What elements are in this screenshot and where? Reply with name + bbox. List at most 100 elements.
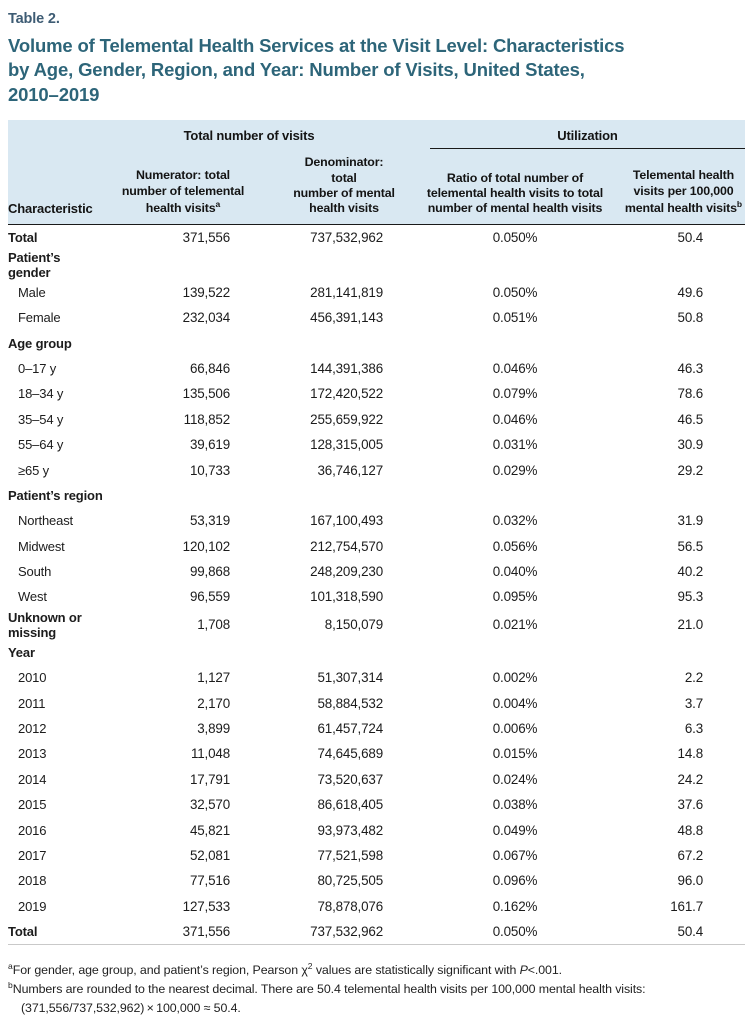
cell-ratio: [395, 330, 610, 355]
table-row: 2011 2,170 58,884,532 0.004% 3.7: [8, 690, 745, 715]
cell-characteristic: 2018: [18, 873, 47, 889]
cell-numerator: 3,899: [197, 721, 230, 737]
footnote-marker: b: [8, 980, 13, 991]
column-header-characteristic: Characteristic: [8, 149, 103, 225]
footnotes: aFor gender, age group, and patient’s re…: [8, 960, 745, 1017]
cell-denominator: 58,884,532: [317, 695, 383, 711]
cell-denominator: 212,754,570: [310, 538, 383, 554]
cell-denominator: 737,532,962: [310, 229, 383, 245]
cell-numerator: 371,556: [182, 229, 231, 245]
cell-numerator: 10,733: [189, 462, 230, 478]
cell-ratio: 0.050%: [492, 923, 538, 939]
cell-denominator: [263, 640, 395, 665]
table-row: Northeast 53,319 167,100,493 0.032% 31.9: [8, 508, 745, 533]
cell-ratio: 0.050%: [492, 284, 538, 300]
cell-denominator: 737,532,962: [310, 923, 383, 939]
cell-denominator: 93,973,482: [317, 822, 383, 838]
cell-denominator: 86,618,405: [317, 797, 383, 813]
cell-rate: 96.0: [677, 873, 704, 889]
cell-ratio: 0.015%: [492, 746, 538, 762]
cell-characteristic: 35–54 y: [18, 411, 64, 427]
cell-characteristic: 18–34 y: [18, 386, 64, 402]
cell-ratio: 0.046%: [492, 360, 538, 376]
group-header-total-visits: Total number of visits: [103, 120, 395, 150]
table-row: West 96,559 101,318,590 0.095% 95.3: [8, 584, 745, 609]
group-header-empty: [8, 120, 103, 150]
cell-denominator: [263, 250, 395, 280]
cell-ratio: 0.038%: [492, 797, 538, 813]
cell-denominator: 51,307,314: [317, 670, 383, 686]
table-row: 2012 3,899 61,457,724 0.006% 6.3: [8, 716, 745, 741]
cell-characteristic: 2015: [18, 797, 47, 813]
cell-numerator: [103, 250, 263, 280]
cell-characteristic: 2011: [18, 695, 46, 711]
characteristics-table: Total number of visits Utilization Chara…: [8, 120, 745, 945]
title-line: 2010–2019: [8, 83, 100, 105]
cell-numerator: 99,868: [189, 564, 230, 580]
cell-numerator: [103, 640, 263, 665]
footnote-a: aFor gender, age group, and patient’s re…: [8, 960, 562, 977]
cell-characteristic: ≥65 y: [18, 462, 49, 478]
superscript-marker: a: [215, 199, 221, 210]
cell-denominator: 248,209,230: [310, 564, 383, 580]
cell-characteristic: South: [18, 564, 52, 580]
cell-ratio: 0.031%: [492, 437, 538, 453]
superscript-marker: 2: [307, 960, 313, 971]
cell-rate: 21.0: [677, 617, 704, 633]
cell-rate: 49.6: [677, 284, 704, 300]
cell-denominator: 8,150,079: [324, 617, 383, 633]
cell-rate: [610, 640, 745, 665]
cell-characteristic: Patient’s gender: [8, 249, 61, 280]
cell-ratio: 0.095%: [492, 589, 538, 605]
cell-rate: 31.9: [677, 513, 704, 529]
cell-characteristic: Northeast: [18, 513, 74, 529]
superscript-marker: b: [736, 199, 743, 210]
cell-rate: 30.9: [677, 437, 704, 453]
column-header-denominator: Denominator: total number of mental heal…: [263, 149, 395, 225]
table-header: Total number of visits Utilization Chara…: [8, 120, 745, 225]
table-row: 2010 1,127 51,307,314 0.002% 2.2: [8, 665, 745, 690]
cell-rate: [610, 330, 745, 355]
cell-numerator: 371,556: [182, 923, 231, 939]
cell-numerator: 232,034: [182, 310, 231, 326]
cell-characteristic: Total: [8, 923, 38, 939]
cell-numerator: 39,619: [189, 437, 230, 453]
cell-numerator: 17,791: [189, 771, 230, 787]
table-row: 2017 52,081 77,521,598 0.067% 67.2: [8, 843, 745, 868]
cell-numerator: 11,048: [190, 746, 230, 762]
table-row: Age group: [8, 330, 745, 355]
cell-rate: 46.5: [677, 411, 704, 427]
title-line: by Age, Gender, Region, and Year: Number…: [8, 59, 585, 81]
cell-characteristic: Midwest: [18, 538, 65, 554]
group-underline: Utilization: [430, 128, 745, 150]
cell-denominator: 456,391,143: [310, 310, 383, 326]
table-row: Total 371,556 737,532,962 0.050% 50.4: [8, 919, 745, 944]
cell-ratio: 0.056%: [492, 538, 538, 554]
cell-numerator: 96,559: [189, 589, 230, 605]
cell-numerator: 77,516: [189, 873, 230, 889]
table-row: 55–64 y 39,619 128,315,005 0.031% 30.9: [8, 432, 745, 457]
cell-numerator: 118,852: [183, 411, 231, 427]
table-body: Total 371,556 737,532,962 0.050% 50.4 Pa…: [8, 224, 745, 944]
cell-characteristic: 0–17 y: [18, 360, 57, 376]
cell-denominator: [263, 330, 395, 355]
cell-denominator: 128,315,005: [310, 437, 383, 453]
table-row: 2016 45,821 93,973,482 0.049% 48.8: [8, 817, 745, 842]
cell-denominator: 74,645,689: [317, 746, 383, 762]
cell-characteristic: Female: [18, 310, 61, 326]
table-row: 2018 77,516 80,725,505 0.096% 96.0: [8, 868, 745, 893]
cell-characteristic: Year: [8, 644, 35, 660]
table-row: South 99,868 248,209,230 0.040% 40.2: [8, 559, 745, 584]
cell-ratio: 0.002%: [492, 670, 538, 686]
cell-numerator: 52,081: [189, 848, 230, 863]
cell-characteristic: Unknown or missing: [8, 609, 82, 640]
cell-characteristic: 2010: [18, 670, 47, 686]
cell-denominator: 144,391,386: [310, 360, 383, 376]
table-row: Unknown or missing 1,708 8,150,079 0.021…: [8, 610, 745, 640]
cell-characteristic: 2017: [18, 848, 47, 863]
cell-numerator: 53,319: [189, 513, 230, 529]
cell-numerator: 127,533: [182, 898, 231, 914]
cell-characteristic: Male: [18, 284, 46, 300]
footnote-marker: a: [8, 960, 13, 971]
